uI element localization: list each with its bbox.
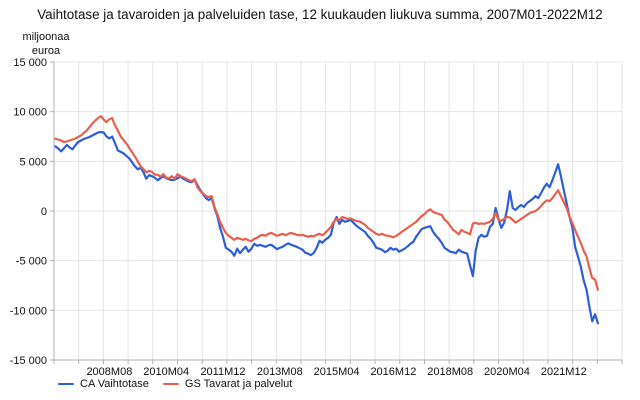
y-axis-label: 10 000	[13, 107, 47, 119]
y-axis-label: 0	[41, 206, 47, 218]
x-axis-label: 2016M12	[370, 366, 416, 378]
x-axis-label: 2011M12	[200, 366, 245, 378]
legend-swatch-ca	[58, 382, 74, 386]
legend-swatch-gs	[162, 382, 179, 386]
series-line-gs	[54, 114, 600, 291]
series-line-ca	[54, 130, 600, 325]
x-axis-label: 2021M12	[541, 366, 587, 378]
y-axis-label: -5 000	[16, 256, 47, 268]
x-axis-label: 2010M04	[143, 366, 189, 378]
legend-label-gs: GS Tavarat ja palvelut	[184, 378, 293, 390]
legend-item-ca: CA Vaihtotase	[58, 378, 149, 390]
legend-label-ca: CA Vaihtotase	[80, 378, 149, 390]
x-axis-label: 2020M04	[484, 366, 530, 378]
y-axis-label: -10 000	[10, 305, 47, 317]
y-axis-label: 5 000	[19, 156, 47, 168]
x-axis-label: 2015M04	[314, 366, 360, 378]
chart-title: Vaihtotase ja tavaroiden ja palveluiden …	[37, 7, 603, 22]
chart-legend: CA Vaihtotase GS Tavarat ja palvelut	[58, 378, 306, 390]
legend-item-gs: GS Tavarat ja palvelut	[162, 378, 293, 390]
y-axis-unit-line1: miljoonaa	[22, 31, 70, 43]
x-axis-label: 2008M08	[86, 366, 132, 378]
x-axis-label: 2018M08	[427, 366, 473, 378]
y-axis-label: 15 000	[13, 57, 47, 69]
y-axis-label: -15 000	[10, 355, 47, 367]
y-axis-unit-line2: euroa	[31, 44, 61, 57]
x-axis-label: 2013M08	[257, 366, 303, 378]
y-axis-unit-label: miljoonaa euroa	[8, 31, 84, 58]
